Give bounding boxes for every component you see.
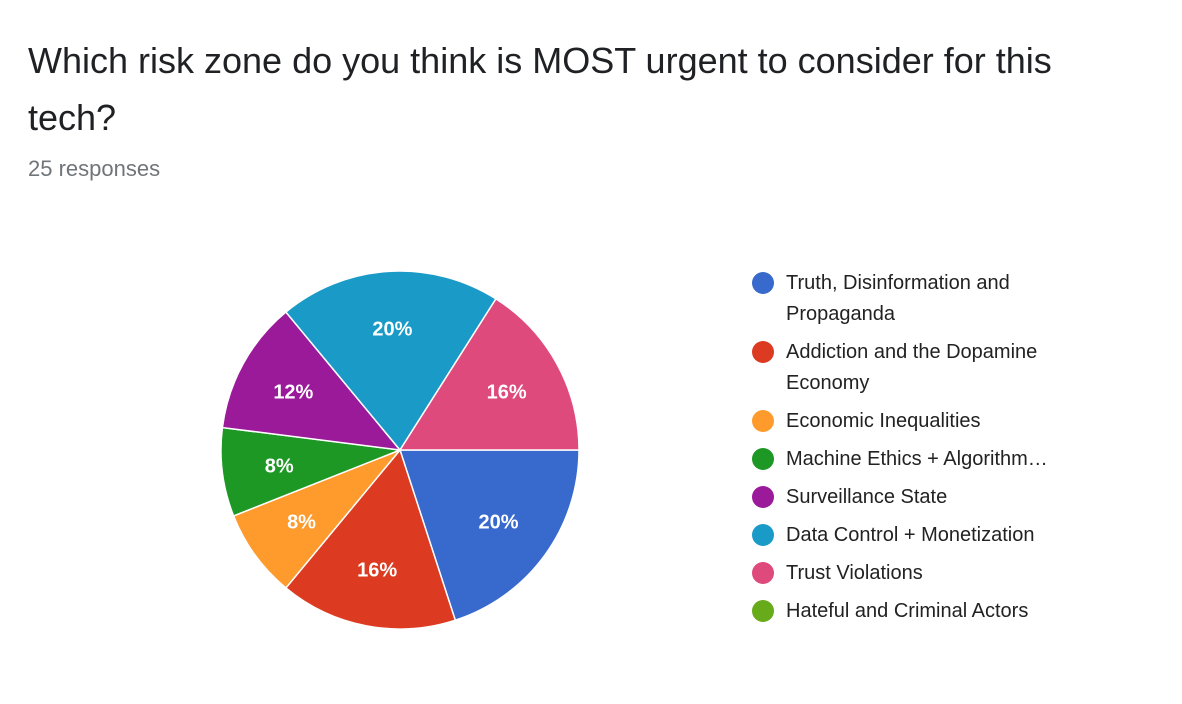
legend-label: Economic Inequalities [786,410,981,432]
pie-slice[interactable] [284,448,457,630]
legend-swatch-icon [752,600,774,622]
legend-label: Data Control + Monetization [786,524,1035,546]
legend-label: Truth, Disinformation and Propaganda [786,272,1010,325]
slice-label: 16% [487,381,527,403]
legend-item[interactable]: Economic Inequalities [752,406,1172,437]
legend-item[interactable]: Addiction and the Dopamine Economy [752,337,1172,399]
legend-swatch-icon [752,341,774,363]
legend-label: Machine Ethics + Algorithm… [786,448,1048,470]
slice-label: 20% [372,319,412,341]
slice-label: 20% [478,512,518,534]
legend-item[interactable]: Truth, Disinformation and Propaganda [752,268,1172,330]
legend-item[interactable]: Data Control + Monetization [752,520,1172,551]
legend-swatch-icon [752,486,774,508]
legend-swatch-icon [752,410,774,432]
legend-item[interactable]: Hateful and Criminal Actors [752,596,1172,627]
legend-item[interactable]: Machine Ethics + Algorithm… [752,444,1172,475]
slice-label: 8% [265,455,294,477]
legend-swatch-icon [752,448,774,470]
legend-label: Hateful and Criminal Actors [786,600,1029,622]
pie-slice[interactable] [221,311,402,451]
legend-item[interactable]: Trust Violations [752,558,1172,589]
slice-label: 8% [287,512,316,534]
pie-slice[interactable] [398,449,580,622]
legend-swatch-icon [752,524,774,546]
legend-item[interactable]: Surveillance State [752,482,1172,513]
legend-label: Surveillance State [786,486,948,508]
slice-label: 16% [357,560,397,582]
legend-swatch-icon [752,272,774,294]
legend-label: Trust Violations [786,562,923,584]
response-count: 25 responses [28,156,161,181]
slice-label: 12% [273,381,313,403]
legend-swatch-icon [752,562,774,584]
legend: Truth, Disinformation and Propaganda Addi… [752,268,1172,634]
pie-slice[interactable] [398,297,580,451]
pie-slice[interactable] [232,449,401,589]
pie-slice[interactable] [220,426,401,517]
legend-label: Addiction and the Dopamine Economy [786,341,1038,394]
chart-title: Which risk zone do you think is MOST urg… [28,40,1052,138]
pie-slice[interactable] [284,270,497,452]
